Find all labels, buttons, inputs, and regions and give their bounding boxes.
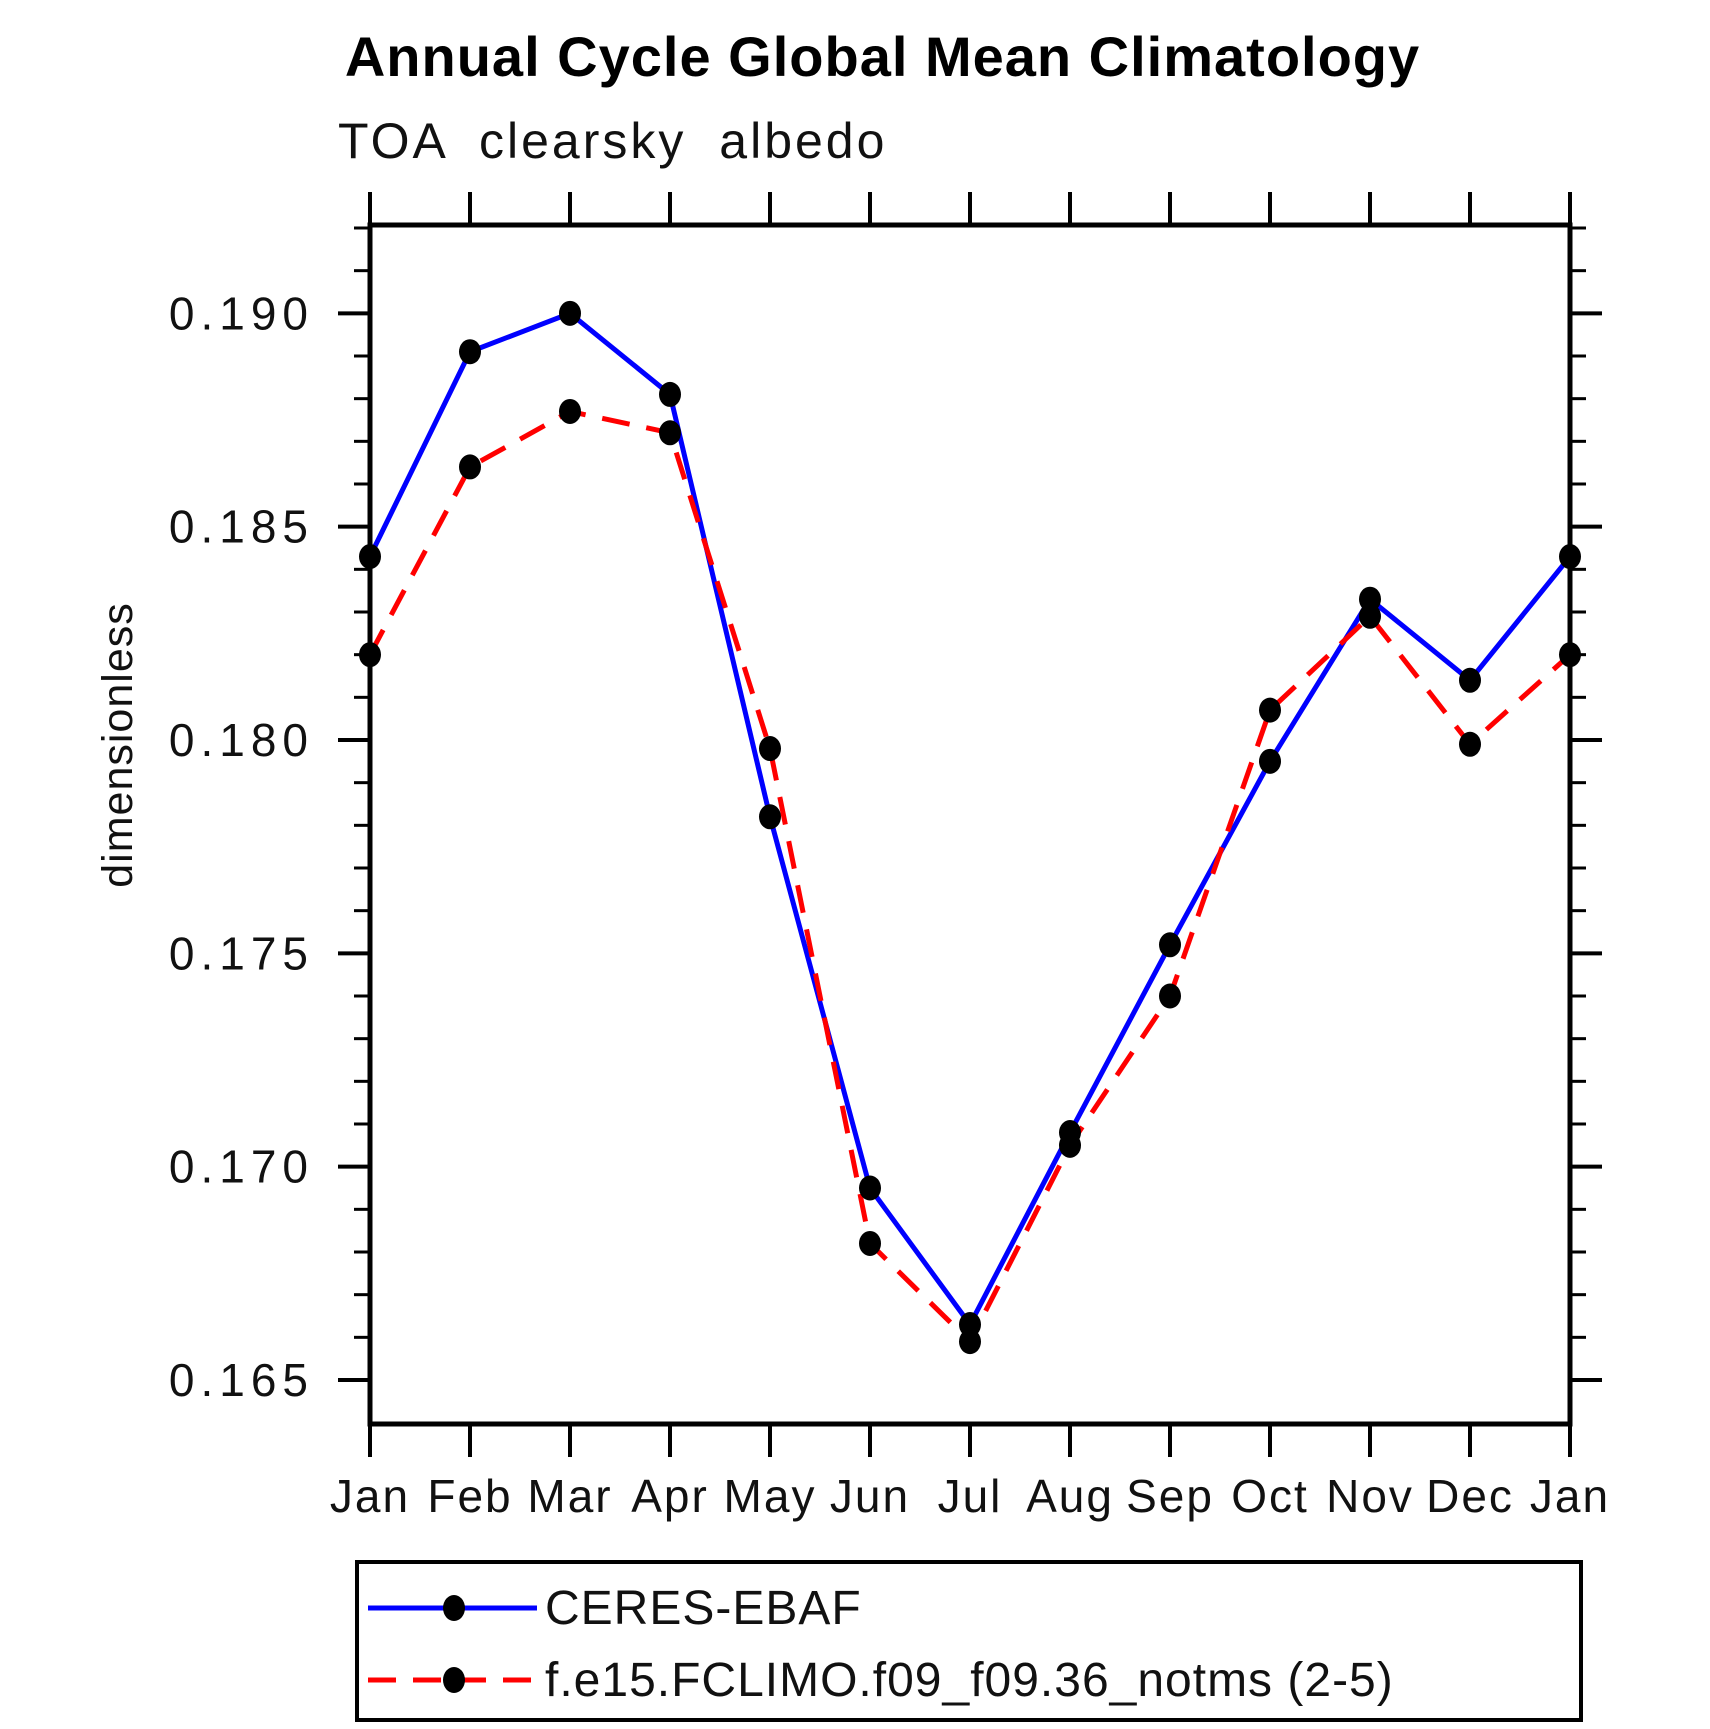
data-point-marker-1 <box>759 736 781 762</box>
legend-marker-dot <box>443 1595 465 1621</box>
y-tick-label: 0.170 <box>169 1141 314 1193</box>
data-point-marker-1 <box>1459 731 1481 757</box>
series-line-0 <box>367 310 1572 1328</box>
y-tick-label: 0.180 <box>169 714 314 766</box>
series-line-1 <box>367 408 1572 1345</box>
legend-line-sample-solid <box>368 1595 537 1621</box>
data-point-marker-0 <box>459 339 481 365</box>
data-point-marker-1 <box>559 398 581 424</box>
y-tick-label: 0.185 <box>169 501 314 553</box>
data-point-marker-1 <box>1559 642 1581 668</box>
data-point-marker-0 <box>1259 748 1281 774</box>
x-tick-label: May <box>724 1470 817 1522</box>
legend-item-ceres-ebaf: CERES-EBAF <box>366 1578 862 1638</box>
y-tick-label: 0.190 <box>169 287 314 339</box>
legend: CERES-EBAF f.e15.FCLIMO.f09_f09.36_notms… <box>355 1560 1583 1722</box>
x-tick-label: Feb <box>427 1470 512 1522</box>
data-point-marker-0 <box>559 300 581 326</box>
data-point-marker-1 <box>959 1329 981 1355</box>
x-tick-label: Aug <box>1026 1470 1114 1522</box>
data-point-marker-0 <box>1159 932 1181 958</box>
x-tick-label: Jun <box>830 1470 910 1522</box>
data-point-marker-1 <box>859 1230 881 1256</box>
data-point-marker-0 <box>1559 544 1581 570</box>
data-point-marker-1 <box>659 420 681 446</box>
data-point-marker-1 <box>359 642 381 668</box>
plot-border <box>367 222 1573 1427</box>
legend-line-sample-dashed <box>368 1667 537 1693</box>
x-tick-label: Jan <box>330 1470 410 1522</box>
data-point-marker-0 <box>759 804 781 830</box>
data-point-marker-0 <box>859 1175 881 1201</box>
x-tick-label: Jan <box>1530 1470 1610 1522</box>
data-point-marker-1 <box>1059 1132 1081 1158</box>
y-axis-label: dimensionless <box>94 602 142 887</box>
x-tick-label: Dec <box>1426 1470 1514 1522</box>
x-tick-label: Mar <box>527 1470 612 1522</box>
data-point-marker-1 <box>459 454 481 480</box>
x-tick-label: Jul <box>938 1470 1003 1522</box>
data-point-marker-1 <box>1259 697 1281 723</box>
chart-subtitle: TOA clearsky albedo <box>338 113 888 169</box>
data-point-marker-1 <box>1359 603 1381 629</box>
y-tick-label: 0.175 <box>169 927 314 979</box>
data-point-marker-0 <box>359 544 381 570</box>
chart-title: Annual Cycle Global Mean Climatology <box>344 25 1421 88</box>
x-tick-label: Oct <box>1231 1470 1309 1522</box>
x-tick-label: Apr <box>631 1470 709 1522</box>
data-point-marker-0 <box>659 381 681 407</box>
legend-label: CERES-EBAF <box>545 1581 862 1635</box>
x-tick-label: Nov <box>1326 1470 1414 1522</box>
legend-label: f.e15.FCLIMO.f09_f09.36_notms (2-5) <box>545 1653 1394 1707</box>
legend-item-model: f.e15.FCLIMO.f09_f09.36_notms (2-5) <box>366 1650 1394 1710</box>
data-point-marker-1 <box>1159 983 1181 1009</box>
data-point-marker-0 <box>1459 667 1481 693</box>
x-tick-label: Sep <box>1126 1470 1214 1522</box>
y-tick-label: 0.165 <box>169 1354 314 1406</box>
legend-marker-dot <box>443 1667 465 1693</box>
